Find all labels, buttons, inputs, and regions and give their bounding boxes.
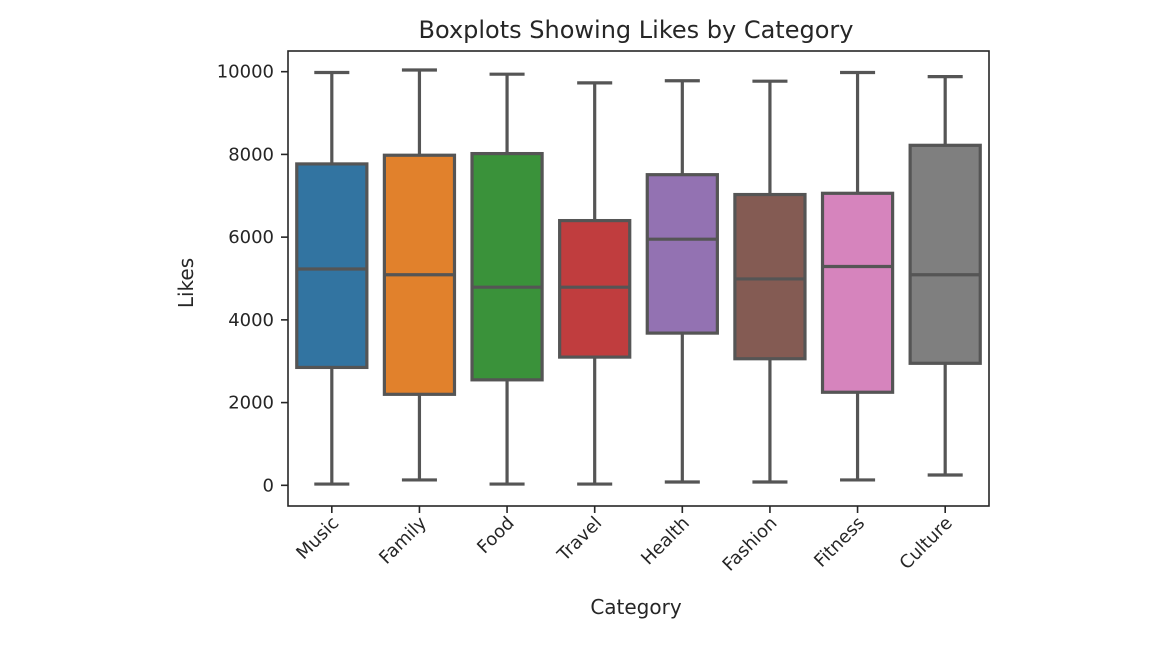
y-tick-label: 0 (263, 475, 274, 496)
y-tick-label: 6000 (228, 227, 274, 248)
x-tick-label-music: Music (292, 513, 343, 564)
box-group-music (295, 70, 369, 486)
box-health (645, 173, 719, 335)
x-tick-label-family: Family (375, 512, 431, 568)
box-food (470, 151, 544, 382)
x-tick-label-health: Health (637, 513, 694, 570)
box-group-fitness (820, 70, 895, 482)
x-tick-label-food: Food (473, 513, 518, 558)
plot-area (295, 68, 982, 486)
box-group-travel (558, 81, 632, 486)
plot-frame (287, 50, 990, 507)
box-music (295, 162, 369, 370)
x-tick-label-travel: Travel (553, 513, 606, 566)
box-group-family (382, 68, 457, 482)
x-tick-label-fashion: Fashion (719, 513, 782, 576)
y-axis-label: Likes (174, 258, 198, 308)
box-fashion (733, 192, 807, 361)
box-fitness (820, 191, 895, 394)
y-tick-label: 2000 (228, 393, 274, 414)
x-tick-label-fitness: Fitness (810, 513, 869, 572)
box-group-food (470, 72, 544, 486)
box-culture (908, 143, 982, 365)
y-tick-label: 10000 (217, 62, 274, 83)
y-tick-label: 8000 (228, 144, 274, 165)
y-tick-label: 4000 (228, 310, 274, 331)
box-travel (558, 218, 632, 359)
chart-title: Boxplots Showing Likes by Category (419, 16, 854, 44)
y-axis: 0 2000 4000 6000 8000 10000 (217, 62, 288, 496)
box-group-health (645, 79, 719, 484)
x-axis-label: Category (590, 595, 682, 619)
x-tick-label-culture: Culture (896, 513, 957, 574)
box-group-fashion (733, 79, 807, 484)
x-axis: Music Family Food Travel Health Fashion Fitnes… (292, 506, 957, 576)
box-group-culture (908, 75, 982, 477)
